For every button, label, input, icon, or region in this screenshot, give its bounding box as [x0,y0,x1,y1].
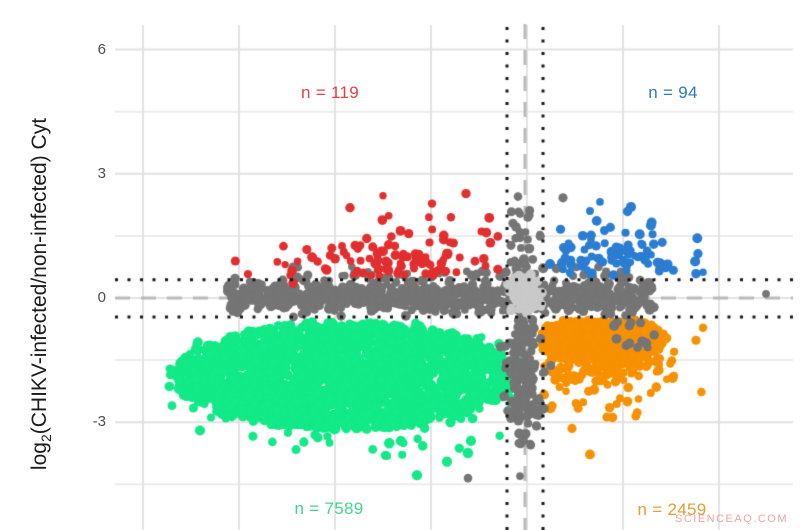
y-axis-title: log2(CHIKV-infected/non-infected) Cyt [28,75,54,513]
count-label-red-quadrant: n = 119 [300,83,360,102]
y-axis-title-prefix: log [28,442,51,471]
y-axis-title-subscript: 2 [38,434,55,443]
count-label-orange-quadrant: n = 2459 [637,500,707,519]
watermark: SCIENCEAQ.COM [674,513,788,525]
y-tick-6: 6 [97,41,106,58]
y-tick-minus-3: -3 [92,413,106,430]
count-label-green-quadrant: n = 7589 [294,499,364,518]
y-axis-title-rest: (CHIKV-infected/non-infected) Cyt [28,117,51,435]
count-label-blue-quadrant: n = 94 [648,83,698,102]
y-tick-0: 0 [97,289,106,306]
y-tick-3: 3 [97,165,106,182]
